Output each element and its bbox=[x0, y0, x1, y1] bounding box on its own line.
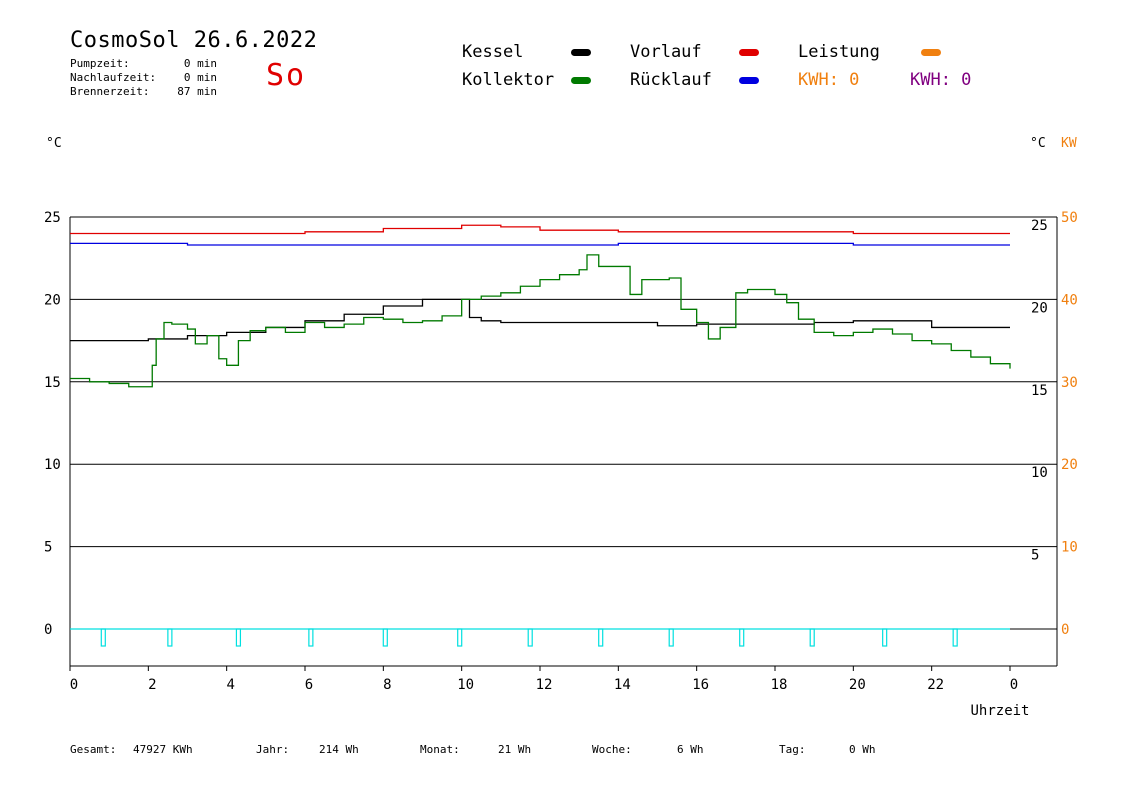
y-tick-label-kw: 10 bbox=[1061, 540, 1078, 556]
x-tick-label: 8 bbox=[383, 677, 391, 693]
y-tick-label-left: 15 bbox=[44, 375, 61, 391]
pump-marker bbox=[882, 628, 888, 647]
footer-gesamt-value: 47927 KWh bbox=[133, 743, 193, 756]
right-axis-kw-unit: KW bbox=[1061, 136, 1077, 151]
pump-marker bbox=[809, 628, 815, 647]
series-line-vorlauf bbox=[70, 224, 1010, 235]
y-tick-label-kw: 40 bbox=[1061, 292, 1078, 308]
legend-leistung-swatch bbox=[921, 49, 941, 56]
nachlaufzeit-label: Nachlaufzeit: bbox=[70, 71, 157, 84]
y-tick-label-right: 10 bbox=[1031, 465, 1048, 481]
pump-marker bbox=[100, 628, 106, 647]
series-line-kessel bbox=[70, 298, 1010, 342]
brennerzeit-label: Brennerzeit: bbox=[70, 85, 150, 98]
right-axis-unit: °C bbox=[1030, 136, 1046, 151]
pump-marker bbox=[952, 628, 958, 647]
y-tick-label-right: 20 bbox=[1031, 300, 1048, 316]
pump-marker bbox=[598, 628, 604, 647]
nachlaufzeit-value: 0 min bbox=[183, 71, 217, 84]
legend-ruecklauf-label: Rücklauf bbox=[630, 70, 712, 90]
legend-leistung-label: Leistung bbox=[798, 42, 880, 62]
y-tick-label-right: 5 bbox=[1031, 548, 1039, 564]
footer-monat-label: Monat: bbox=[420, 743, 460, 756]
footer-tag-label: Tag: bbox=[779, 743, 806, 756]
pump-marker bbox=[457, 628, 463, 647]
x-tick-label: 20 bbox=[849, 677, 866, 693]
pump-marker bbox=[167, 628, 173, 647]
weekday-label: So bbox=[266, 58, 307, 93]
legend-kollektor-label: Kollektor bbox=[462, 70, 555, 90]
y-tick-label-kw: 30 bbox=[1061, 375, 1078, 391]
pump-marker bbox=[668, 628, 674, 647]
y-tick-label-left: 10 bbox=[44, 457, 61, 473]
left-axis-unit: °C bbox=[46, 136, 62, 151]
y-tick-label-kw: 50 bbox=[1061, 210, 1078, 226]
footer-gesamt-label: Gesamt: bbox=[70, 743, 117, 756]
pump-marker bbox=[308, 628, 314, 647]
legend-kollektor-swatch bbox=[571, 77, 591, 84]
legend-vorlauf-label: Vorlauf bbox=[630, 42, 702, 62]
footer-jahr-label: Jahr: bbox=[256, 743, 290, 756]
x-tick-label: 4 bbox=[226, 677, 234, 693]
y-tick-label-left: 20 bbox=[44, 292, 61, 308]
footer-woche-value: 6 Wh bbox=[677, 743, 704, 756]
legend-kessel-label: Kessel bbox=[462, 42, 524, 62]
y-tick-label-left: 0 bbox=[44, 622, 52, 638]
series-line-kollektor bbox=[70, 254, 1011, 388]
footer-woche-label: Woche: bbox=[592, 743, 632, 756]
legend-kwh-2: KWH: 0 bbox=[910, 70, 972, 90]
legend-kwh-1: KWH: 0 bbox=[798, 70, 860, 90]
x-tick-label: 10 bbox=[457, 677, 474, 693]
pump-marker bbox=[382, 628, 388, 647]
y-tick-label-kw: 0 bbox=[1061, 622, 1069, 638]
x-axis-title: Uhrzeit bbox=[970, 703, 1029, 719]
footer-tag-value: 0 Wh bbox=[849, 743, 876, 756]
x-tick-label: 0 bbox=[1010, 677, 1018, 693]
brennerzeit-value: 87 min bbox=[177, 85, 217, 98]
y-tick-label-left: 25 bbox=[44, 210, 61, 226]
legend-ruecklauf-swatch bbox=[739, 77, 759, 84]
x-tick-label: 12 bbox=[536, 677, 553, 693]
x-tick-label: 0 bbox=[70, 677, 78, 693]
chart-title: CosmoSol 26.6.2022 bbox=[70, 28, 318, 53]
x-tick-label: 14 bbox=[614, 677, 631, 693]
footer-monat-value: 21 Wh bbox=[498, 743, 532, 756]
y-tick-label-left: 5 bbox=[44, 540, 52, 556]
pump-marker bbox=[527, 628, 533, 647]
x-tick-label: 22 bbox=[927, 677, 944, 693]
legend-kessel-swatch bbox=[571, 49, 591, 56]
pumpzeit-label: Pumpzeit: bbox=[70, 57, 130, 70]
x-tick-label: 18 bbox=[771, 677, 788, 693]
x-tick-label: 2 bbox=[148, 677, 156, 693]
x-tick-label: 16 bbox=[692, 677, 709, 693]
footer-jahr-value: 214 Wh bbox=[319, 743, 359, 756]
y-tick-label-kw: 20 bbox=[1061, 457, 1078, 473]
pump-marker bbox=[235, 628, 242, 647]
y-tick-label-right: 25 bbox=[1031, 218, 1048, 234]
x-tick-label: 6 bbox=[305, 677, 313, 693]
pump-marker bbox=[739, 628, 745, 647]
pumpzeit-value: 0 min bbox=[183, 57, 217, 70]
legend-vorlauf-swatch bbox=[739, 49, 759, 56]
series-line-rcklauf bbox=[70, 242, 1010, 246]
y-tick-label-right: 15 bbox=[1031, 383, 1048, 399]
